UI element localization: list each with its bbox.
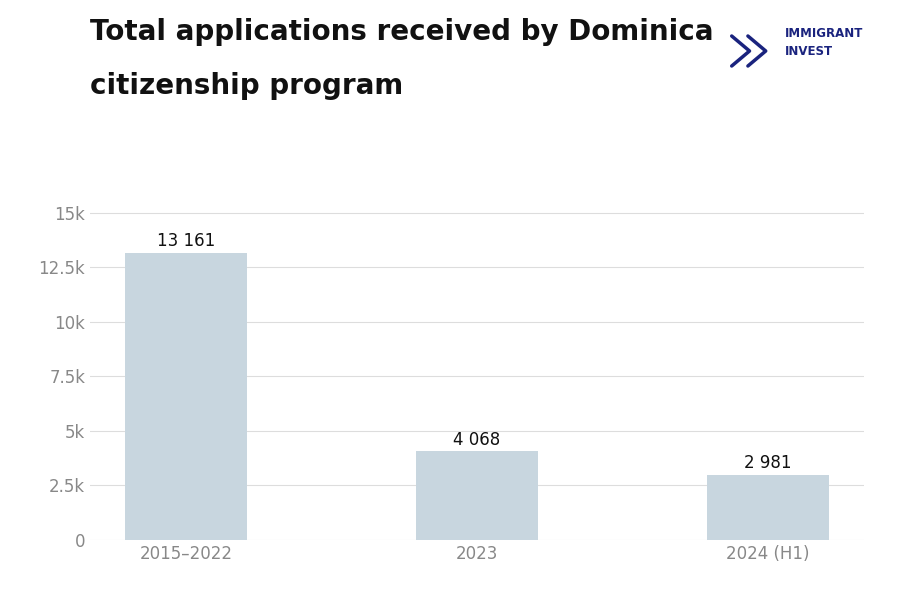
Text: citizenship program: citizenship program bbox=[90, 72, 403, 100]
Text: 13 161: 13 161 bbox=[158, 232, 215, 250]
Bar bbox=[125, 253, 248, 540]
Text: IMMIGRANT
INVEST: IMMIGRANT INVEST bbox=[785, 27, 863, 58]
Text: 4 068: 4 068 bbox=[454, 431, 500, 449]
Bar bbox=[416, 451, 538, 540]
Text: Total applications received by Dominica: Total applications received by Dominica bbox=[90, 18, 714, 46]
Bar bbox=[706, 475, 829, 540]
Text: 2 981: 2 981 bbox=[744, 454, 791, 472]
